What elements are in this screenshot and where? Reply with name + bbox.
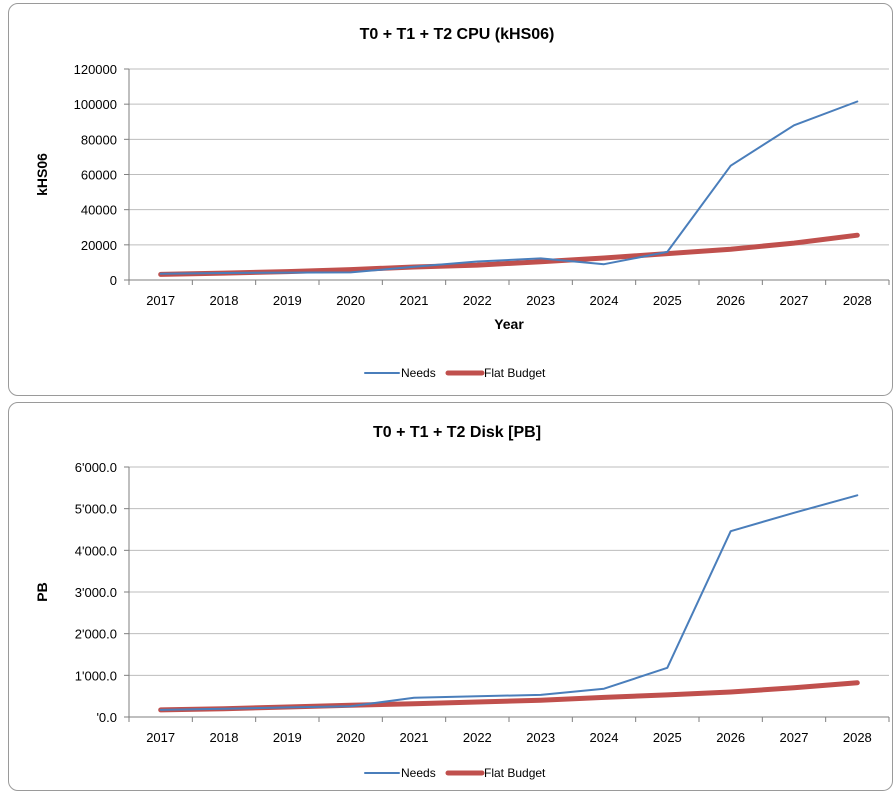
y-tick-label: 60000 [81,168,117,183]
y-tick-label: 0 [110,273,117,288]
x-tick-label: 2020 [336,293,365,308]
x-tick-label: 2021 [400,730,429,745]
x-tick-label: 2025 [653,730,682,745]
x-tick-label: 2026 [716,730,745,745]
disk-chart: T0 + T1 + T2 Disk [PB] '0.0 1'000.0 2'000.0… [34,424,890,780]
y-tick-label: 3'000.0 [75,585,117,600]
y-tick-label: 1'000.0 [75,668,117,683]
series-line-needs [159,100,859,275]
y-tick-label: 20000 [81,238,117,253]
y-axis-title: PB [34,582,50,601]
x-tick-label: 2026 [716,293,745,308]
y-tick-label: 6'000.0 [75,460,117,475]
legend-label: Flat Budget [484,766,546,780]
legend-label: Flat Budget [484,366,546,380]
x-tick-label: 2017 [146,293,175,308]
y-tick-label: 80000 [81,132,117,147]
x-tick-label: 2024 [590,293,619,308]
x-tick-label: 2021 [400,293,429,308]
y-tick-label: 40000 [81,203,117,218]
x-tick-label: 2027 [780,293,809,308]
x-tick-label: 2017 [146,730,175,745]
x-tick-label: 2022 [463,293,492,308]
x-tick-label: 2018 [210,293,239,308]
x-tick-label: 2025 [653,293,682,308]
chart-title: T0 + T1 + T2 CPU (kHS06) [360,26,555,43]
y-tick-label: 100000 [74,97,117,112]
y-tick-label: 5'000.0 [75,502,117,517]
x-tick-label: 2018 [210,730,239,745]
x-tick-label: 2019 [273,730,302,745]
disk-chart-panel: T0 + T1 + T2 Disk [PB] '0.0 1'000.0 2'000.0… [8,402,893,791]
cpu-chart: T0 + T1 + T2 CPU (kHS06) 0 20000 40000 60000… [34,26,890,380]
legend-label: Needs [401,366,436,380]
x-tick-label: 2023 [526,293,555,308]
x-tick-label: 2022 [463,730,492,745]
x-axis-title: Year [494,316,524,332]
x-tick-label: 2028 [843,730,872,745]
cpu-chart-panel: T0 + T1 + T2 CPU (kHS06) 0 20000 40000 60000… [8,3,893,396]
x-tick-label: 2019 [273,293,302,308]
x-tick-label: 2020 [336,730,365,745]
x-tick-label: 2028 [843,293,872,308]
y-axis-title: kHS06 [34,153,50,196]
x-tick-label: 2024 [590,730,619,745]
series-line-flat-budget [158,232,860,277]
y-tick-label: '0.0 [96,710,117,725]
chart-title: T0 + T1 + T2 Disk [PB] [373,424,541,441]
y-tick-label: 120000 [74,62,117,77]
y-tick-label: 4'000.0 [75,543,117,558]
legend-label: Needs [401,766,436,780]
x-tick-label: 2027 [780,730,809,745]
x-tick-label: 2023 [526,730,555,745]
y-tick-label: 2'000.0 [75,627,117,642]
series-line-needs [159,494,859,711]
